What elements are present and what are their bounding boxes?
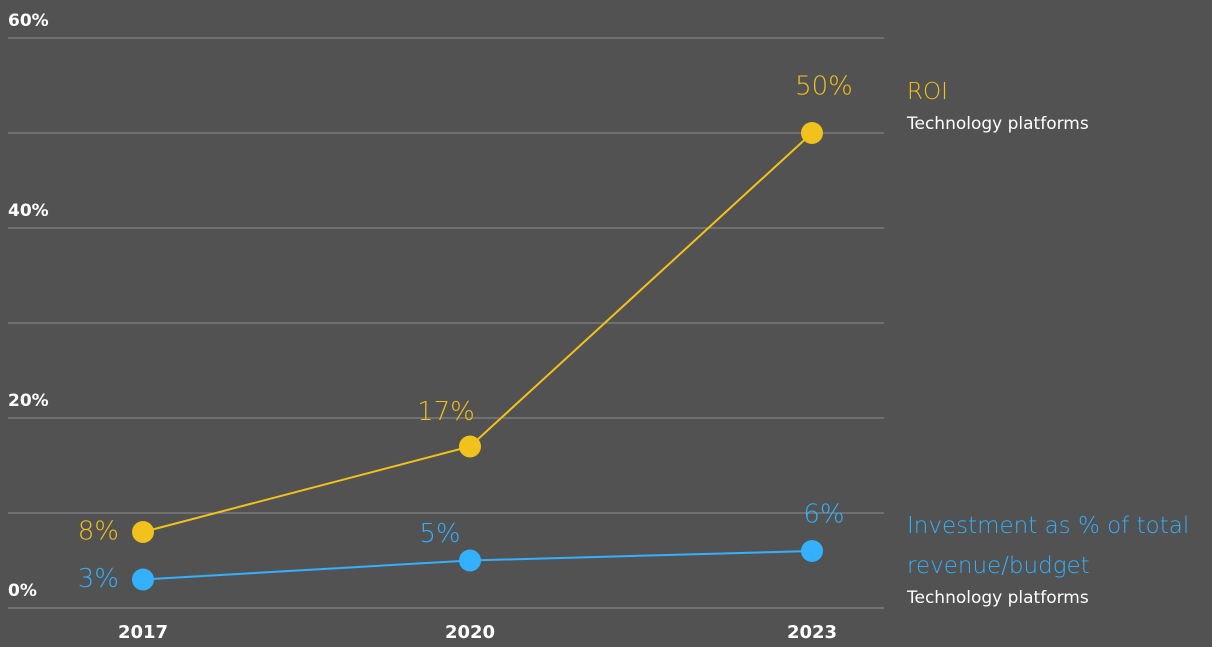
data-label: 5% — [419, 519, 460, 549]
y-tick-label: 60% — [8, 11, 49, 31]
data-label: 3% — [78, 564, 119, 594]
legend-subtitle: Technology platforms — [907, 588, 1089, 608]
data-label: 6% — [803, 500, 844, 530]
legend-name: Investment as % of total revenue/budget — [907, 513, 1190, 579]
legend-subtitle: Technology platforms — [907, 114, 1089, 134]
legend-name: ROI — [907, 79, 948, 105]
point — [801, 122, 823, 144]
y-tick-label: 40% — [8, 201, 49, 221]
point — [132, 568, 154, 591]
line — [142, 132, 813, 533]
point — [459, 549, 481, 572]
x-tick-label: 2020 — [445, 622, 495, 643]
point — [132, 521, 154, 543]
x-tick-label: 2017 — [118, 622, 168, 643]
data-label: 8% — [78, 517, 119, 547]
point — [801, 540, 823, 562]
legend-roi: ROI Technology platforms — [907, 72, 1207, 136]
point — [459, 435, 481, 458]
y-tick-label: 20% — [8, 391, 49, 411]
x-tick-label: 2023 — [787, 622, 837, 643]
y-tick-label: 0% — [8, 581, 37, 601]
data-label: 17% — [417, 397, 475, 427]
data-label: 50% — [795, 72, 853, 102]
legend-investment: Investment as % of total revenue/budget … — [907, 506, 1212, 610]
